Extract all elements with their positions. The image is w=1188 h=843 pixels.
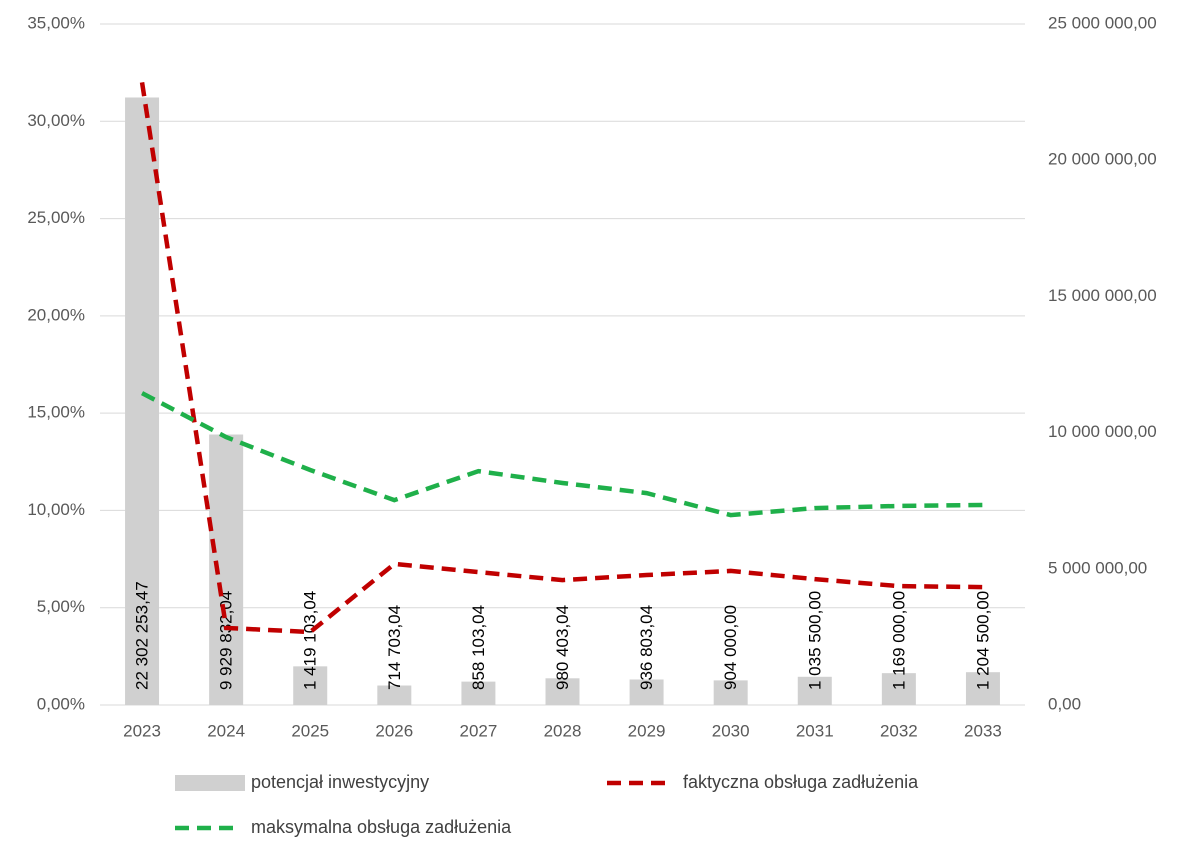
x-tick-label: 2032 xyxy=(880,721,918,740)
y-tick-label: 20,00% xyxy=(27,305,85,324)
data-label: 714 703,04 xyxy=(385,605,404,690)
y-tick-label: 0,00% xyxy=(37,694,85,713)
bar xyxy=(377,685,412,705)
x-tick-label: 2026 xyxy=(375,721,413,740)
y2-tick-label: 15 000 000,00 xyxy=(1048,286,1157,305)
x-tick-label: 2029 xyxy=(628,721,666,740)
y-tick-label: 35,00% xyxy=(27,13,85,32)
bar xyxy=(545,678,580,705)
data-label: 1 169 000,00 xyxy=(889,591,908,690)
y-tick-label: 5,00% xyxy=(37,597,85,616)
bar xyxy=(629,679,664,705)
data-label: 936 803,04 xyxy=(637,605,656,690)
data-label: 1 035 500,00 xyxy=(805,591,824,690)
data-label: 904 000,00 xyxy=(721,605,740,690)
x-tick-label: 2023 xyxy=(123,721,161,740)
bar xyxy=(797,676,832,705)
bar xyxy=(713,680,748,705)
y-tick-label: 15,00% xyxy=(27,403,85,422)
line xyxy=(141,391,983,518)
y2-tick-label: 10 000 000,00 xyxy=(1048,422,1157,441)
x-tick-label: 2028 xyxy=(544,721,582,740)
y-tick-label: 30,00% xyxy=(27,111,85,130)
x-tick-label: 2033 xyxy=(964,721,1002,740)
data-label: 858 103,04 xyxy=(469,605,488,690)
bar xyxy=(209,434,244,705)
legend-label: maksymalna obsługa zadłużenia xyxy=(251,817,512,837)
y2-tick-label: 20 000 000,00 xyxy=(1048,150,1157,169)
y-tick-label: 25,00% xyxy=(27,208,85,227)
y2-tick-label: 25 000 000,00 xyxy=(1048,13,1157,32)
legend-label: faktyczna obsługa zadłużenia xyxy=(683,772,919,792)
data-label: 22 302 253,47 xyxy=(133,581,152,690)
x-tick-label: 2030 xyxy=(712,721,750,740)
bar xyxy=(293,666,328,705)
x-tick-label: 2024 xyxy=(207,721,245,740)
line xyxy=(139,82,983,635)
data-label: 9 929 832,04 xyxy=(217,591,236,690)
data-label: 1 419 103,04 xyxy=(301,591,320,690)
x-tick-label: 2025 xyxy=(291,721,329,740)
bar xyxy=(461,681,496,705)
y2-tick-label: 0,00 xyxy=(1048,694,1081,713)
bar xyxy=(965,672,1000,705)
x-tick-label: 2031 xyxy=(796,721,834,740)
legend-label: potencjał inwestycyjny xyxy=(251,772,429,792)
data-label: 980 403,04 xyxy=(553,605,572,690)
data-label: 1 204 500,00 xyxy=(973,591,992,690)
y2-tick-label: 5 000 000,00 xyxy=(1048,558,1147,577)
legend-swatch xyxy=(175,775,245,791)
x-tick-label: 2027 xyxy=(459,721,497,740)
y-tick-label: 10,00% xyxy=(27,500,85,519)
bar xyxy=(881,673,916,705)
